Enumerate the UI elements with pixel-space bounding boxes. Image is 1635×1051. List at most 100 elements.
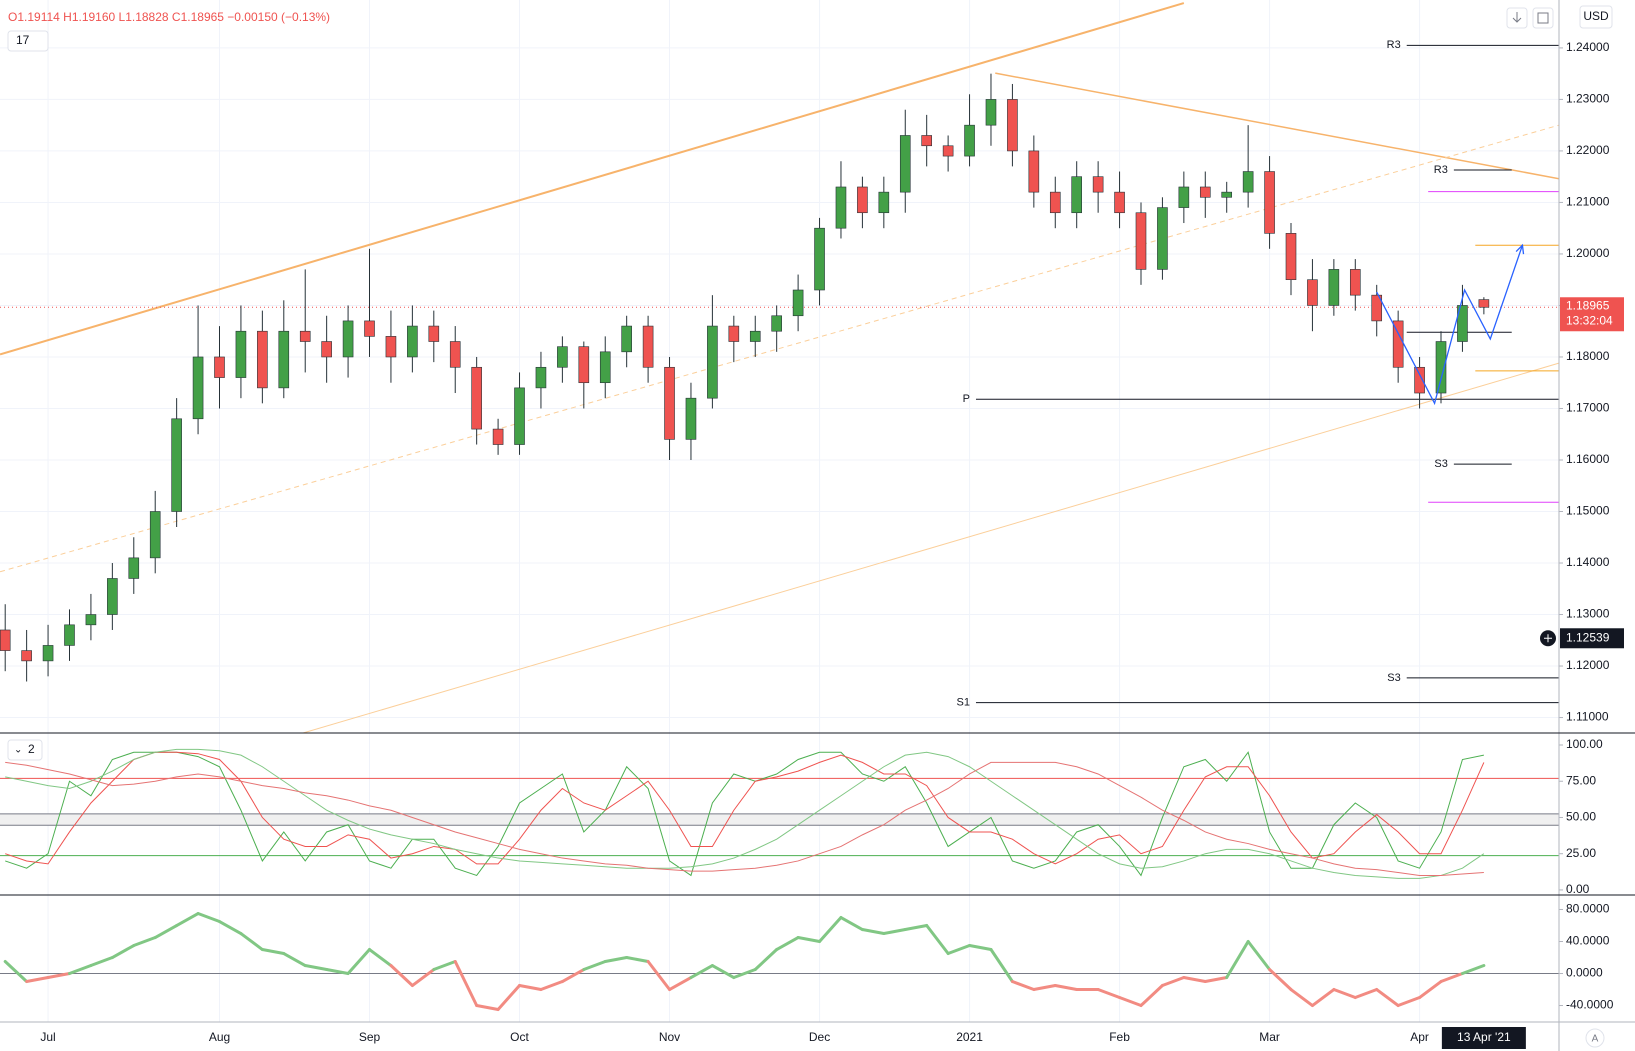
- momentum-segment: [218, 920, 243, 936]
- y-tick-label: 1.13000: [1566, 607, 1610, 621]
- x-tick-label: Sep: [359, 1030, 381, 1044]
- momentum-segment: [968, 944, 993, 952]
- momentum-segment: [432, 960, 457, 972]
- momentum-segment: [796, 936, 822, 944]
- time-marker: [1441, 1027, 1526, 1049]
- interval-label[interactable]: 17: [16, 33, 30, 47]
- indicator-label[interactable]: 2: [28, 742, 35, 756]
- candle-body: [342, 320, 354, 358]
- y-tick-label: 50.00: [1566, 810, 1596, 824]
- x-tick-label: Jul: [40, 1030, 55, 1044]
- momentum-segment: [560, 968, 586, 984]
- currency-label[interactable]: USD: [1583, 9, 1609, 23]
- candle-body: [857, 186, 868, 214]
- candle-body: [321, 341, 332, 358]
- y-tick-label: 1.15000: [1566, 504, 1610, 518]
- x-tick-label: Feb: [1109, 1030, 1130, 1044]
- candle-body: [942, 145, 954, 157]
- candle-body: [1371, 294, 1383, 322]
- crosshair-price-label: 1.12539: [1566, 630, 1610, 644]
- momentum-segment: [1203, 976, 1229, 984]
- momentum-segment: [89, 956, 114, 968]
- candle-body: [707, 325, 718, 399]
- momentum-segment: [882, 928, 907, 936]
- reset-button[interactable]: [1532, 7, 1554, 29]
- momentum-segment: [1118, 996, 1143, 1008]
- candle-body: [685, 397, 697, 440]
- momentum-segment: [1375, 988, 1400, 1008]
- candle-body: [1221, 191, 1233, 198]
- interval-button[interactable]: [7, 30, 49, 52]
- x-tick-label: Aug: [209, 1030, 230, 1044]
- auto-scale-label[interactable]: A: [1592, 1034, 1599, 1045]
- y-tick-label: 75.00: [1566, 773, 1596, 787]
- candle-body: [1414, 366, 1425, 394]
- y-tick-label: 0.00: [1566, 882, 1590, 896]
- indicator-toggle[interactable]: [7, 739, 43, 761]
- auto-scale-button[interactable]: [1585, 1028, 1605, 1048]
- candle-body: [1478, 299, 1490, 308]
- candle-body: [299, 330, 311, 342]
- momentum-segment: [325, 968, 350, 976]
- momentum-segment: [1032, 984, 1057, 992]
- ohlc-legend: O1.19114 H1.19160 L1.18828 C1.18965 −0.0…: [8, 10, 330, 24]
- momentum-segment: [732, 968, 757, 980]
- y-tick-label: 1.11000: [1566, 710, 1609, 724]
- candle-body: [835, 186, 847, 229]
- candle-body: [192, 356, 204, 420]
- indicator-chevron: ⌄: [14, 745, 22, 756]
- candle-body: [514, 387, 525, 445]
- pivot-label: R3: [1434, 164, 1448, 176]
- candle-body: [878, 191, 890, 214]
- candle-body: [1114, 191, 1125, 214]
- candle-body: [1007, 99, 1018, 152]
- candle-body: [128, 557, 140, 579]
- x-tick-label: Mar: [1259, 1030, 1280, 1044]
- current-price-label: 1.18965: [1566, 298, 1610, 312]
- currency-button[interactable]: [1579, 5, 1613, 29]
- y-tick-label: 1.16000: [1566, 452, 1610, 466]
- momentum-segment: [410, 968, 436, 988]
- y-tick-label: 1.22000: [1566, 143, 1610, 157]
- candle-body: [664, 366, 675, 440]
- momentum-segment: [453, 960, 479, 1008]
- momentum-segment: [775, 936, 800, 952]
- candle-body: [1457, 305, 1468, 342]
- momentum-segment: [1289, 988, 1314, 1008]
- momentum-segment: [710, 964, 736, 980]
- candle-body: [428, 325, 440, 342]
- y-tick-label: 1.18000: [1566, 349, 1610, 363]
- momentum-segment: [1396, 996, 1422, 1008]
- candle-body: [1349, 269, 1361, 296]
- pivot-label: S1: [957, 697, 970, 709]
- momentum-segment: [346, 948, 372, 976]
- trendline: [0, 2, 1185, 356]
- crosshair-price-box: [1560, 628, 1624, 649]
- momentum-segment: [1010, 980, 1036, 992]
- momentum-segment: [1353, 988, 1379, 1000]
- momentum-segment: [1246, 940, 1272, 972]
- momentum-segment: [753, 948, 779, 972]
- candle-body: [921, 135, 932, 147]
- momentum-segment: [1053, 984, 1079, 992]
- momentum-segment: [1160, 976, 1186, 988]
- candle-body: [64, 624, 75, 646]
- candle-body: [235, 330, 247, 378]
- projection-path: [1376, 244, 1524, 406]
- momentum-segment: [1460, 964, 1486, 976]
- momentum-segment: [25, 976, 50, 984]
- momentum-segment: [1096, 988, 1122, 1000]
- candle-body: [1157, 207, 1168, 270]
- x-tick-label: Oct: [510, 1030, 529, 1044]
- countdown-label: 13:32:04: [1566, 313, 1613, 327]
- y-tick-label: 25.00: [1566, 846, 1596, 860]
- momentum-segment: [860, 928, 886, 936]
- x-tick-label: Apr: [1410, 1030, 1429, 1044]
- momentum-segment: [818, 916, 843, 944]
- momentum-segment: [689, 964, 714, 980]
- stoch-line: [5, 751, 1485, 865]
- candle-body: [0, 629, 11, 651]
- candle-body: [42, 645, 54, 662]
